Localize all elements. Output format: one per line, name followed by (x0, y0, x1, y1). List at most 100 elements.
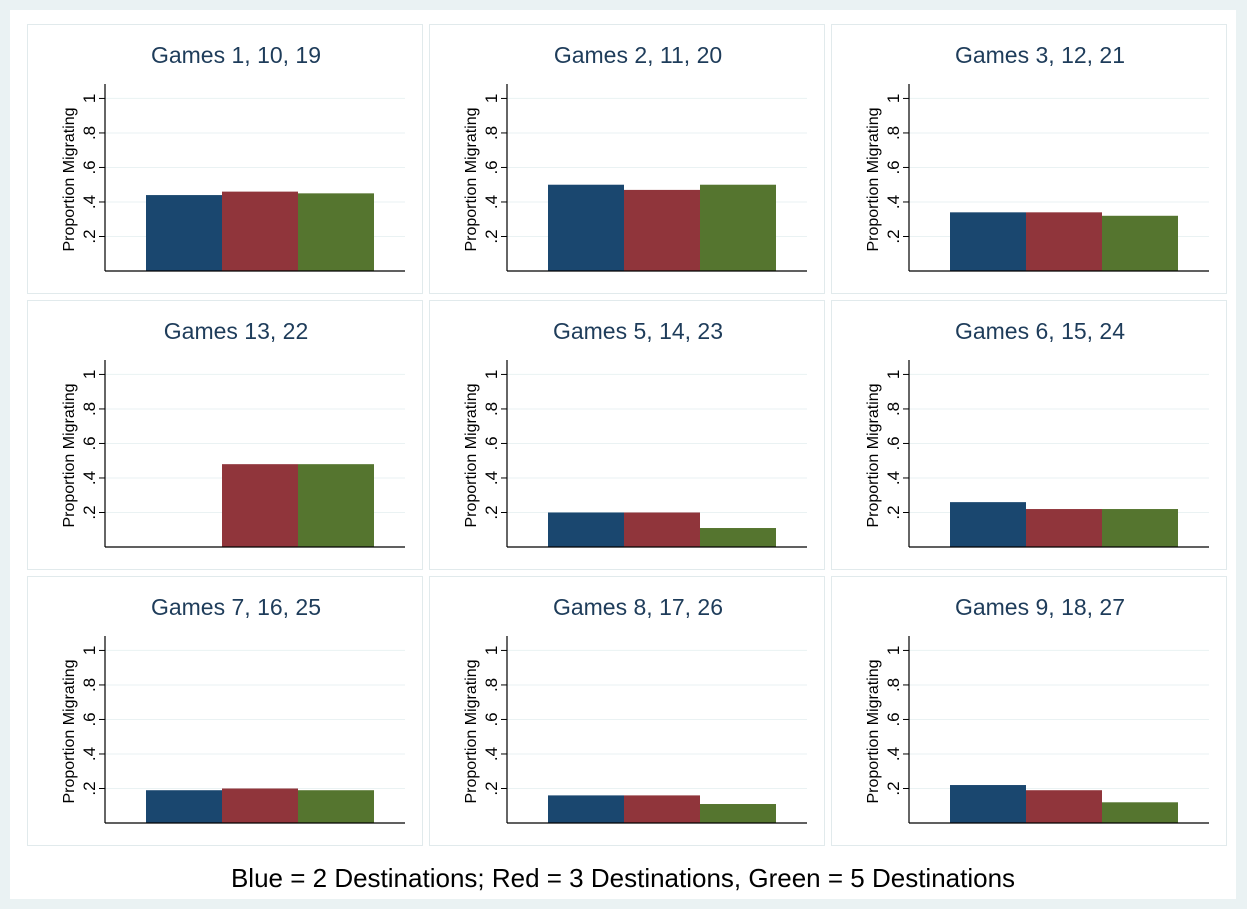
y-tick-label: .6 (482, 712, 501, 726)
legend-caption: Blue = 2 Destinations; Red = 3 Destinati… (230, 863, 1016, 893)
y-axis-title: Proportion Migrating (463, 107, 480, 251)
chart-panel: .2 .4 .6 .8 1 Proportion Migrating Games 8, 17… (429, 576, 825, 846)
y-tick-label: 1 (482, 646, 501, 655)
y-tick-label: .6 (80, 712, 99, 726)
chart-panel: .2 .4 .6 .8 1 Proportion Migrating Games 6, 15… (831, 300, 1227, 570)
y-tick-label: .4 (884, 747, 903, 761)
panel-title: Games 2, 11, 20 (554, 42, 722, 68)
bar-series-1 (548, 184, 624, 271)
chart-panel: .2 .4 .6 .8 1 Proportion Migrating Games 7, 16… (27, 576, 423, 846)
bar-series-2 (222, 788, 298, 823)
y-tick-label: .6 (482, 436, 501, 450)
y-tick-label: .2 (482, 229, 501, 243)
y-tick-label: .4 (482, 471, 501, 485)
y-tick-label: .2 (884, 505, 903, 519)
y-tick-label: .6 (884, 436, 903, 450)
bar-series-1 (548, 512, 624, 547)
y-tick-label: .8 (884, 126, 903, 140)
y-tick-label: 1 (80, 646, 99, 655)
bar-series-2 (222, 191, 298, 271)
bar-series-3 (700, 528, 776, 547)
y-tick-label: .2 (80, 229, 99, 243)
y-tick-label: .6 (80, 436, 99, 450)
bar-series-2 (1026, 509, 1102, 547)
chart-panel: .2 .4 .6 .8 1 Proportion Migrating Games 5, 14… (429, 300, 825, 570)
y-tick-label: 1 (482, 370, 501, 379)
y-tick-label: .2 (80, 781, 99, 795)
bar-series-3 (700, 804, 776, 823)
y-tick-label: .8 (80, 126, 99, 140)
y-tick-label: .8 (884, 678, 903, 692)
chart-panel: .2 .4 .6 .8 1 Proportion Migrating Games 1, 10… (27, 24, 423, 294)
y-tick-label: .6 (482, 160, 501, 174)
panel-title: Games 1, 10, 19 (151, 42, 321, 68)
bar-series-3 (700, 184, 776, 271)
y-tick-label: 1 (884, 94, 903, 103)
bar-series-1 (950, 502, 1026, 547)
y-tick-label: .8 (80, 402, 99, 416)
bar-series-3 (298, 790, 374, 823)
bar-series-2 (624, 189, 700, 271)
bar-series-1 (950, 785, 1026, 823)
bar-series-3 (298, 464, 374, 547)
y-tick-label: 1 (80, 370, 99, 379)
y-tick-label: .4 (884, 195, 903, 209)
y-axis-title: Proportion Migrating (61, 383, 78, 527)
y-tick-label: 1 (884, 370, 903, 379)
y-tick-label: .8 (482, 678, 501, 692)
y-tick-label: .8 (482, 402, 501, 416)
y-tick-label: .4 (884, 471, 903, 485)
bar-series-2 (624, 512, 700, 547)
y-axis-title: Proportion Migrating (61, 659, 78, 803)
y-tick-label: .8 (80, 678, 99, 692)
bar-series-2 (624, 795, 700, 823)
y-tick-label: .2 (482, 781, 501, 795)
y-axis-title: Proportion Migrating (61, 107, 78, 251)
bar-series-2 (1026, 790, 1102, 823)
y-tick-label: .4 (80, 471, 99, 485)
y-tick-label: .4 (80, 747, 99, 761)
chart-panel: .2 .4 .6 .8 1 Proportion Migrating Games 3, 12… (831, 24, 1227, 294)
bar-series-3 (1102, 215, 1178, 271)
y-tick-label: 1 (80, 94, 99, 103)
bar-series-2 (1026, 212, 1102, 271)
y-tick-label: .8 (482, 126, 501, 140)
bar-series-1 (146, 790, 222, 823)
panel-title: Games 9, 18, 27 (955, 594, 1125, 620)
y-tick-label: .6 (80, 160, 99, 174)
bar-series-3 (1102, 509, 1178, 547)
panel-title: Games 6, 15, 24 (955, 318, 1125, 344)
y-tick-label: .2 (884, 229, 903, 243)
panel-grid: .2.4.6.8 1 Proportion Migrating Games 1, 10… (27, 24, 1235, 854)
y-tick-label: .8 (884, 402, 903, 416)
chart-panel: .2 .4 .6 .8 1 Proportion Migrating Games 13, 2… (27, 300, 423, 570)
y-axis-title: Proportion Migrating (865, 107, 882, 251)
y-tick-label: 1 (884, 646, 903, 655)
panel-title: Games 3, 12, 21 (955, 42, 1125, 68)
y-axis-title: Proportion Migrating (463, 659, 480, 803)
y-tick-label: .4 (482, 747, 501, 761)
panel-title: Games 13, 22 (164, 318, 308, 344)
y-tick-label: .2 (482, 505, 501, 519)
y-axis-title: Proportion Migrating (463, 383, 480, 527)
y-tick-label: .6 (884, 160, 903, 174)
bar-series-2 (222, 464, 298, 547)
chart-panel: .2 .4 .6 .8 1 Proportion Migrating Games 2, 11… (429, 24, 825, 294)
y-axis-title: Proportion Migrating (865, 659, 882, 803)
chart-panel: .2 .4 .6 .8 1 Proportion Migrating Games 9, 18… (831, 576, 1227, 846)
y-tick-label: .2 (884, 781, 903, 795)
bar-series-3 (298, 193, 374, 271)
panel-title: Games 5, 14, 23 (553, 318, 723, 344)
panel-title: Games 8, 17, 26 (553, 594, 723, 620)
y-tick-label: .4 (482, 195, 501, 209)
bar-series-3 (1102, 802, 1178, 823)
